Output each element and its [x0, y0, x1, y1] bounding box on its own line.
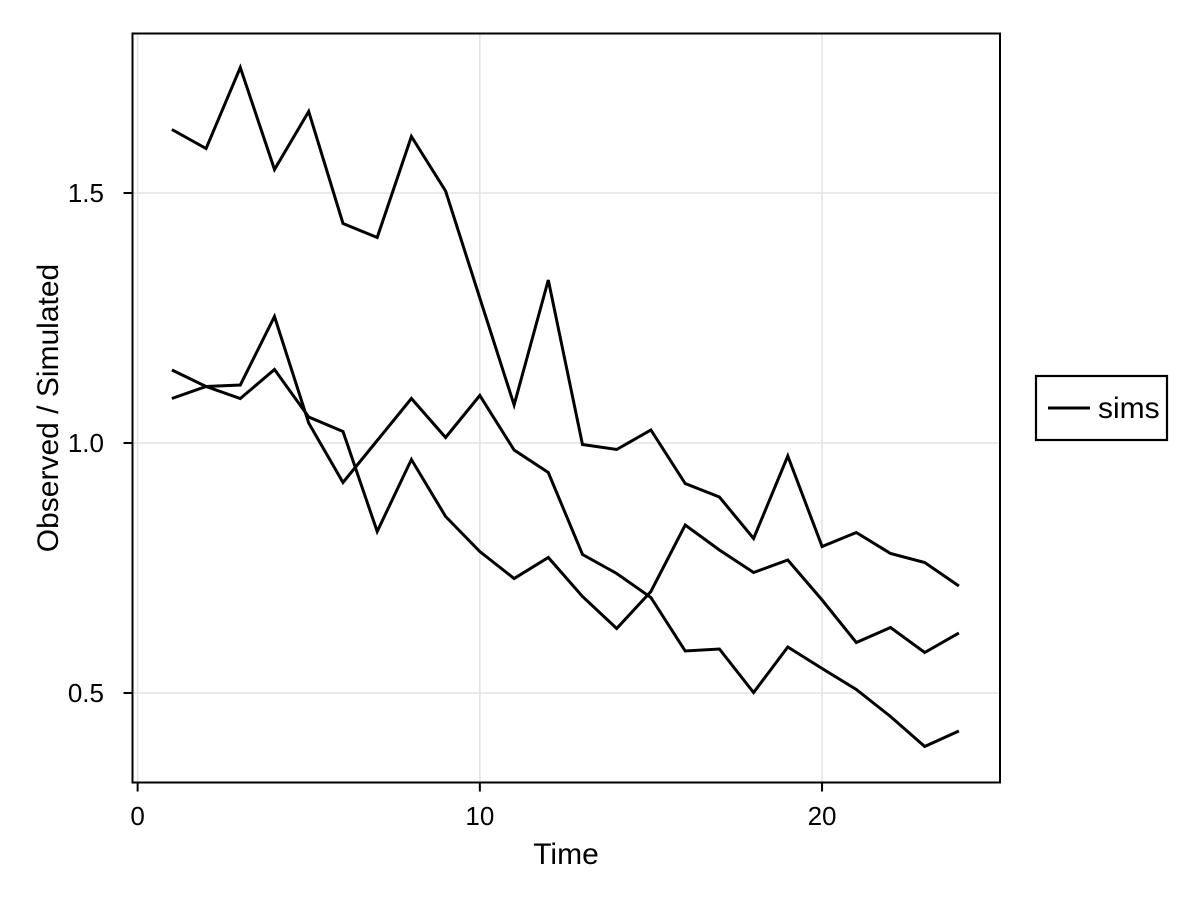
y-tick-label: 0.5 [68, 678, 104, 708]
x-tick-label: 20 [808, 801, 837, 831]
gridlines [132, 33, 1000, 783]
axis-ticks [123, 192, 824, 792]
series-line [171, 312, 960, 749]
legend: sims [1034, 374, 1169, 442]
x-axis-title: Time [533, 838, 599, 871]
y-tick-label: 1.0 [68, 428, 104, 458]
x-tick-label: 10 [465, 801, 494, 831]
legend-label: sims [1098, 392, 1160, 425]
plot-panel [132, 33, 1000, 783]
x-tick-label: 0 [130, 801, 144, 831]
y-tick-label: 1.5 [68, 178, 104, 208]
y-axis-title: Observed / Simulated [32, 264, 65, 552]
series-line [171, 63, 960, 588]
panel-border [131, 32, 1001, 784]
data-series [171, 63, 960, 749]
axis-tick-labels: 0 10 20 0.5 1.0 1.5 [68, 178, 837, 831]
